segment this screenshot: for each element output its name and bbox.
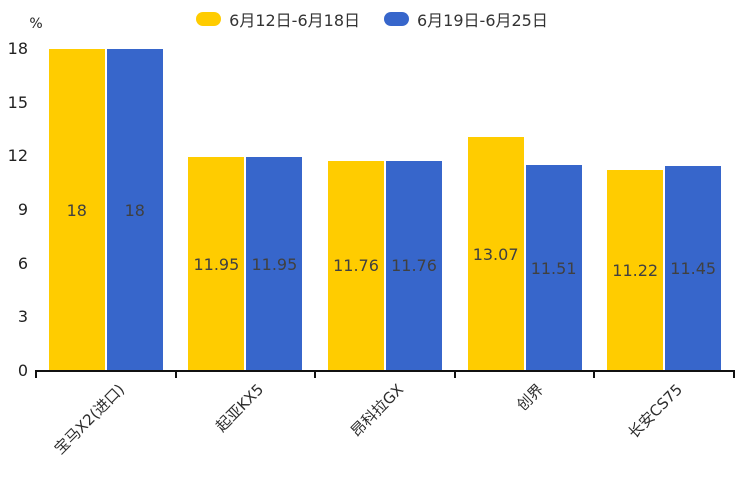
legend: 6月12日-6月18日 6月19日-6月25日 [0,7,744,31]
x-axis-tick [174,372,177,378]
bar-value-label: 18 [66,200,87,220]
y-tick-label: 3 [17,307,28,327]
legend-label: 6月12日-6月18日 [229,11,360,30]
y-tick-label: 12 [7,146,28,166]
x-axis-tick [35,372,37,378]
legend-swatch-icon [384,12,409,26]
bar-series1-cat1: 11.95 [246,157,303,371]
x-axis-line [35,370,735,372]
y-tick-label: 6 [17,253,28,273]
y-tick-label: 0 [17,361,28,380]
bar-value-label: 13.07 [472,244,519,264]
legend-item-0[interactable]: 6月12日-6月18日 [196,7,360,31]
bar-value-label: 11.22 [612,261,659,281]
bar-series1-cat4: 11.45 [665,166,722,371]
bar-value-label: 11.45 [670,259,717,279]
y-tick-label: 18 [7,39,28,58]
bar-value-label: 11.76 [333,256,379,276]
y-axis-unit-label: % [29,16,43,32]
x-category-label: 宝马X2(进口) [50,380,128,458]
legend-swatch-icon [196,12,222,26]
bar-value-label: 11.51 [530,258,577,278]
bar-series1-cat3: 11.51 [525,165,582,371]
bar-value-label: 18 [124,200,145,220]
legend-item-1[interactable]: 6月19日-6月25日 [384,7,548,31]
bar-series1-cat2: 11.76 [386,160,442,371]
bar-value-label: 11.76 [391,256,437,276]
bar-value-label: 11.95 [251,254,298,274]
bar-series0-cat1: 11.95 [188,157,245,371]
bar-series0-cat3: 13.07 [467,137,524,371]
x-axis-tick [453,372,456,378]
x-axis-tick [733,372,735,378]
y-tick-label: 15 [7,92,28,112]
bar-value-label: 11.95 [193,254,240,274]
y-tick-label: 9 [17,200,28,219]
x-axis-tick [593,372,596,378]
legend-label: 6月19日-6月25日 [417,11,548,30]
bar-series0-cat2: 11.76 [328,160,384,371]
bar-series1-cat0: 18 [106,49,163,371]
x-axis-tick [314,372,317,378]
bar-series0-cat4: 11.22 [607,170,664,371]
bar-series0-cat0: 18 [48,49,105,371]
